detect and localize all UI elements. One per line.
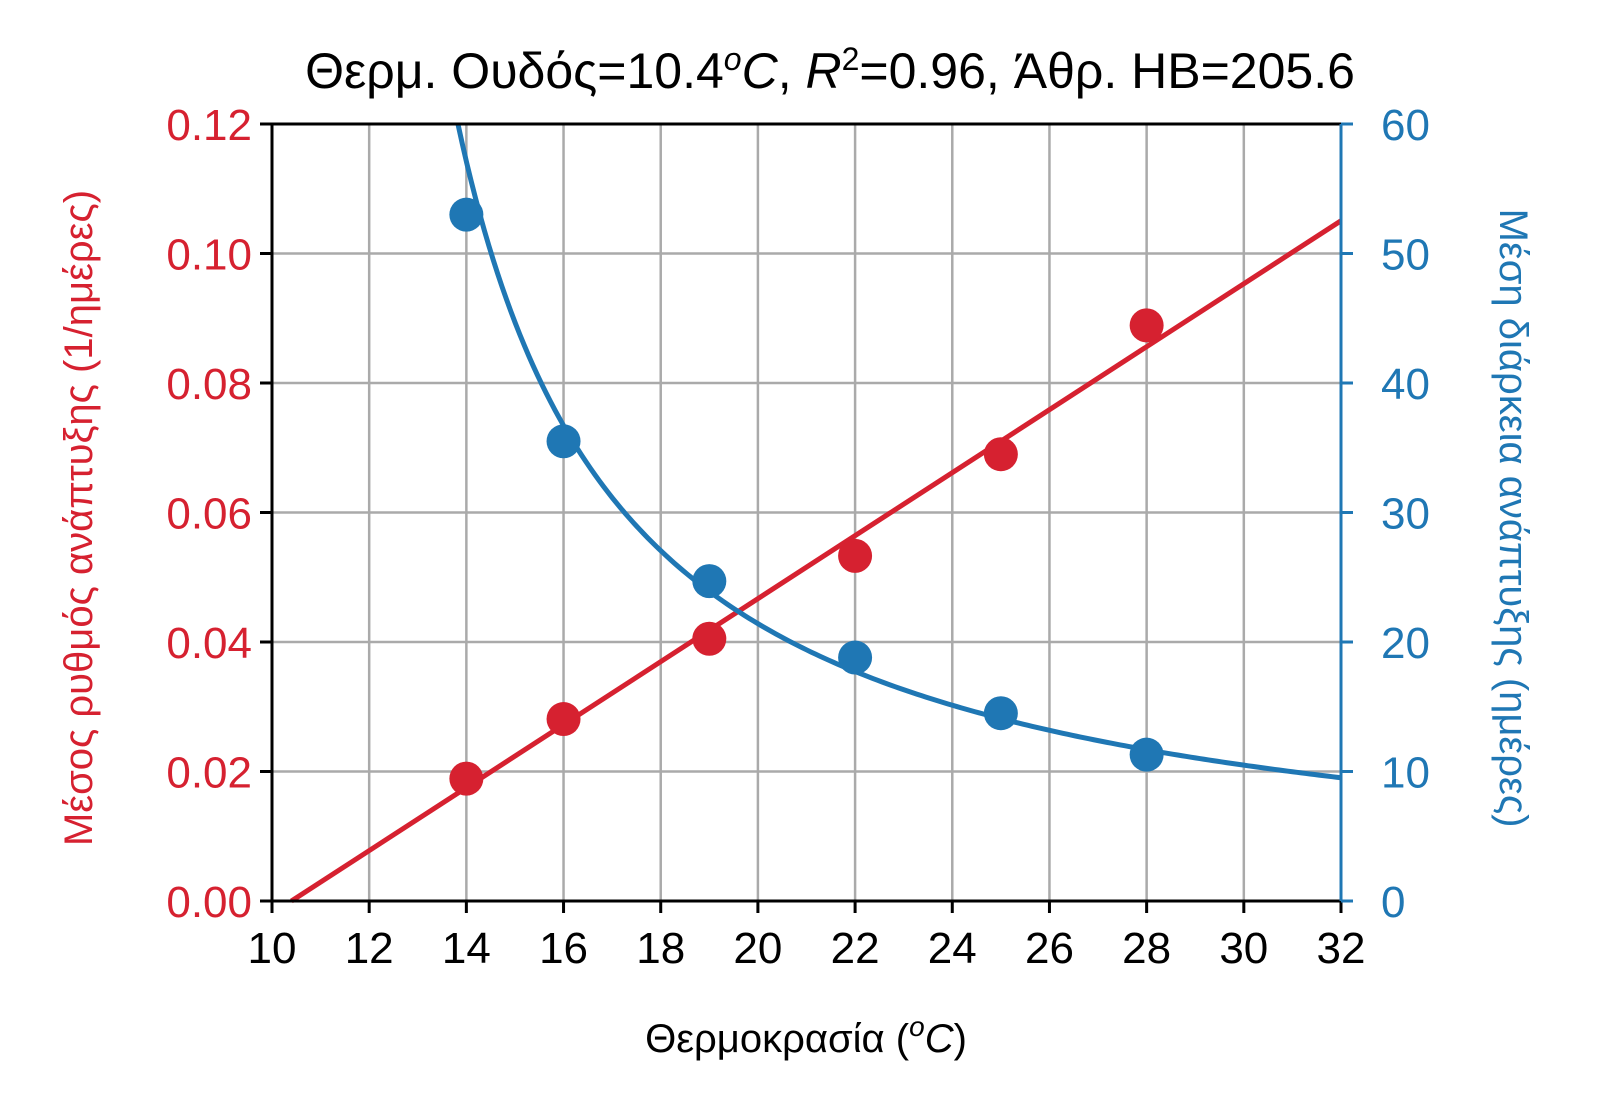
x-axis-label: Θερμοκρασία (oC) <box>645 1011 967 1061</box>
duration-point <box>1129 737 1164 772</box>
rate-fit-line <box>290 218 1343 904</box>
x-tick-label: 30 <box>1219 924 1268 973</box>
data-points <box>449 197 1164 796</box>
x-tick-label: 24 <box>928 924 977 973</box>
rate-point <box>546 702 581 737</box>
duration-point <box>983 696 1018 731</box>
x-tick-label: 20 <box>733 924 782 973</box>
x-tick-label: 26 <box>1025 924 1074 973</box>
x-tick-label: 22 <box>831 924 880 973</box>
y-right-tick-label: 20 <box>1381 619 1430 668</box>
x-tick-label: 14 <box>442 924 491 973</box>
x-tick-label: 10 <box>248 924 297 973</box>
x-tick-label: 18 <box>636 924 685 973</box>
y-right-tick-label: 0 <box>1381 878 1405 927</box>
duration-point <box>546 424 581 459</box>
x-tick-label: 12 <box>345 924 394 973</box>
y-right-tick-label: 40 <box>1381 360 1430 409</box>
y-right-tick-label: 60 <box>1381 101 1430 150</box>
duration-point <box>692 564 727 599</box>
rate-point <box>838 538 873 573</box>
duration-fit-curve <box>455 123 1342 781</box>
y-axis-right-label: Μέση διάρκεια ανάπτυξης (ημέρες) <box>1491 209 1535 828</box>
y-right-tick-label: 10 <box>1381 749 1430 798</box>
x-tick-label: 32 <box>1317 924 1366 973</box>
rate-point <box>983 437 1018 472</box>
x-tick-label: 16 <box>539 924 588 973</box>
axes <box>260 122 1353 913</box>
y-right-tick-label: 30 <box>1381 490 1430 539</box>
y-left-tick-label: 0.12 <box>166 101 252 150</box>
grid <box>270 122 1343 903</box>
y-left-tick-label: 0.10 <box>166 231 252 280</box>
y-left-tick-label: 0.08 <box>166 360 252 409</box>
y-axis-left-label: Μέσος ρυθμός ανάπτυξης (1/ημέρες) <box>57 190 101 846</box>
y-right-tick-label: 50 <box>1381 231 1430 280</box>
y-left-tick-label: 0.04 <box>166 619 252 668</box>
duration-point <box>838 640 873 675</box>
y-left-tick-label: 0.02 <box>166 749 252 798</box>
tick-labels: 10 12 14 16 18 20 22 24 26 28 30 32 0.00 0.02 0.04 0.06… <box>166 101 1430 973</box>
rate-point <box>692 621 727 656</box>
y-left-tick-label: 0.06 <box>166 490 252 539</box>
duration-point <box>449 197 484 232</box>
x-tick-label: 28 <box>1122 924 1171 973</box>
rate-point <box>449 761 484 796</box>
y-left-tick-label: 0.00 <box>166 878 252 927</box>
rate-point <box>1129 308 1164 343</box>
chart-title: Θερμ. Ουδός=10.4oC, R2=0.96, Άθρ. HB=205… <box>305 41 1355 99</box>
